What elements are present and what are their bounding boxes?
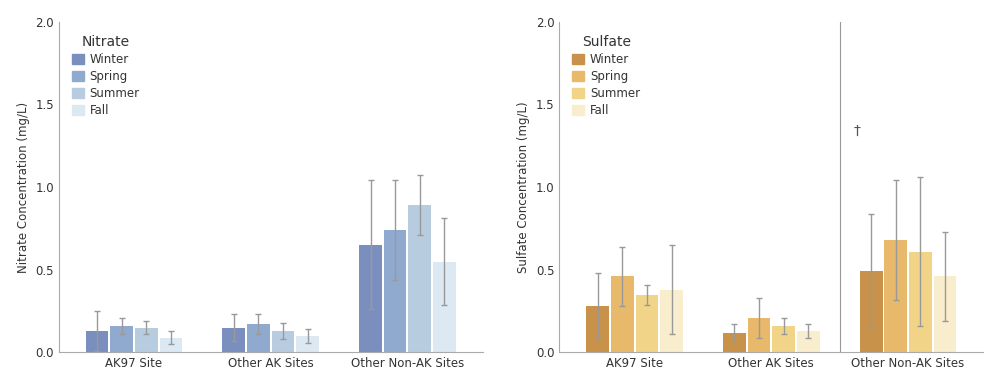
Text: †: † <box>854 123 861 137</box>
Bar <box>433 262 456 353</box>
Legend: Winter, Spring, Summer, Fall: Winter, Spring, Summer, Fall <box>65 27 147 124</box>
Bar <box>160 337 182 353</box>
Bar <box>408 205 431 353</box>
Bar <box>272 331 294 353</box>
Bar <box>110 326 133 353</box>
Y-axis label: Sulfate Concentration (mg/L): Sulfate Concentration (mg/L) <box>517 101 530 273</box>
Bar <box>86 331 108 353</box>
Bar <box>772 326 795 353</box>
Bar <box>748 318 770 353</box>
Bar <box>884 240 907 353</box>
Bar <box>222 328 245 353</box>
Legend: Winter, Spring, Summer, Fall: Winter, Spring, Summer, Fall <box>565 27 647 124</box>
Bar <box>860 271 883 353</box>
Bar <box>797 331 820 353</box>
Bar <box>611 276 634 353</box>
Bar <box>660 289 683 353</box>
Bar <box>247 324 270 353</box>
Bar <box>586 306 609 353</box>
Bar <box>296 336 319 353</box>
Bar <box>909 252 932 353</box>
Bar <box>384 230 406 353</box>
Bar <box>723 332 746 353</box>
Bar <box>359 245 382 353</box>
Bar <box>135 328 158 353</box>
Y-axis label: Nitrate Concentration (mg/L): Nitrate Concentration (mg/L) <box>17 101 30 272</box>
Bar <box>636 295 658 353</box>
Bar <box>934 276 956 353</box>
